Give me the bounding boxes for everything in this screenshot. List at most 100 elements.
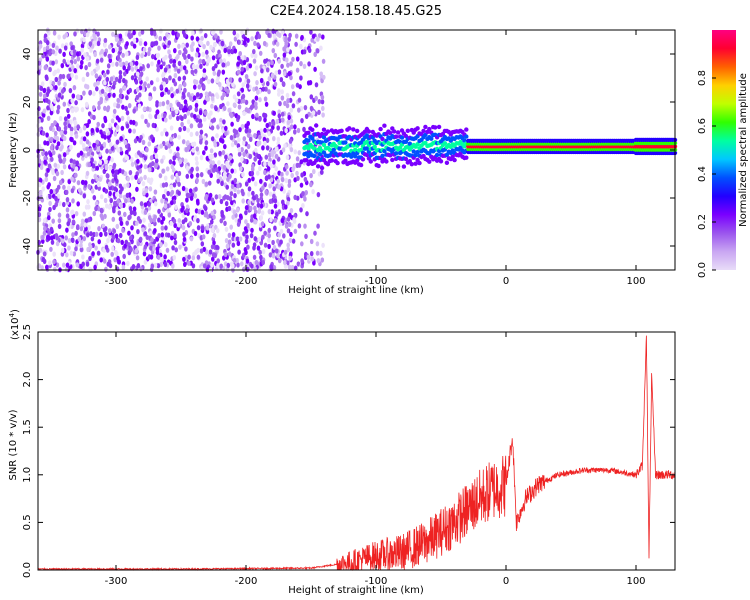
spectrogram-cell <box>252 195 256 201</box>
spectrogram-cell <box>329 158 334 163</box>
spectrogram-cell <box>92 210 97 217</box>
spectrogram-cell <box>43 33 48 39</box>
spectrogram-cell <box>124 105 128 111</box>
spectrogram-cell <box>79 139 83 145</box>
spectrogram-cell <box>175 109 179 115</box>
spectrogram-cell <box>277 58 282 64</box>
spectrogram-cell <box>182 75 187 81</box>
spectrogram-cell <box>160 91 164 98</box>
spectrogram-cell <box>270 163 274 169</box>
spectrogram-cell <box>291 166 295 172</box>
spectrogram-cell <box>212 233 217 239</box>
spectrogram-cell <box>259 77 264 84</box>
spectrogram-cell <box>276 136 281 142</box>
spectrogram-cell <box>138 137 142 143</box>
spectrogram-cell <box>280 217 285 224</box>
spectrogram-cell <box>177 101 181 107</box>
spectrogram-cell <box>433 125 438 130</box>
spectrogram-cell <box>228 41 233 47</box>
spectrogram-cell <box>69 250 74 256</box>
spectrogram-cell <box>48 51 52 57</box>
spectrogram-cell <box>292 217 296 223</box>
spectrogram-cell <box>203 135 207 141</box>
spectrogram-cell <box>189 131 194 137</box>
spectrogram-cell <box>88 41 93 47</box>
spectrogram-cell <box>66 185 71 191</box>
spectrogram-cell <box>220 95 225 101</box>
spectrogram-cell <box>253 71 257 77</box>
spectrogram-cell <box>255 80 259 86</box>
spectrogram-cell <box>49 189 54 195</box>
spectrogram-cell <box>288 255 293 261</box>
spectrogram-cell <box>195 146 200 152</box>
spectrogram-cell <box>199 63 203 69</box>
spectrogram-cell <box>299 43 303 50</box>
spectrogram-cell <box>49 110 54 116</box>
spectrogram-cell <box>60 63 65 69</box>
spectrogram-cell <box>163 44 167 50</box>
spectrogram-cell <box>288 237 293 243</box>
spectrogram-cell <box>65 213 70 219</box>
spectrogram-cell <box>312 168 316 175</box>
spectrogram-cell <box>317 99 322 105</box>
spectrogram-cell <box>289 208 294 214</box>
spectrogram-cell <box>41 112 46 118</box>
spectrogram-cell <box>111 216 116 222</box>
spectrogram-cell <box>464 155 469 160</box>
spectrogram-cell <box>203 110 208 116</box>
spectrogram-cell <box>321 135 327 140</box>
spectrogram-cell <box>307 47 312 54</box>
spectrogram-cell <box>200 241 205 247</box>
spectrogram-cell <box>203 205 207 211</box>
spectrogram-cell <box>118 232 123 239</box>
spectrogram-cell <box>70 176 74 182</box>
spectrogram-cell <box>235 236 240 242</box>
spectrogram-cell <box>139 176 143 182</box>
spectrogram-cell <box>185 165 190 171</box>
spectrogram-cell <box>148 215 152 221</box>
spectrogram-cell <box>47 230 51 236</box>
spectrogram-cell <box>99 145 104 151</box>
spectrogram-cell <box>162 81 166 87</box>
spectrogram-cell <box>176 146 180 152</box>
spectrogram-cell <box>201 234 206 240</box>
spectrogram-cell <box>267 131 271 137</box>
spectrogram-cell <box>289 251 293 257</box>
spectrogram-cell <box>91 251 95 257</box>
spectrogram-cell <box>170 93 174 99</box>
spectrogram-cell <box>114 233 119 239</box>
spectrogram-cell <box>262 112 266 118</box>
spectrogram-cell <box>111 178 115 184</box>
spectrogram-cell <box>163 261 168 268</box>
spectrogram-cell <box>49 136 54 142</box>
spectrogram-cell <box>285 57 289 63</box>
spectrogram-cell <box>167 40 172 46</box>
spectrogram-cell <box>267 243 271 250</box>
spectrogram-cell <box>44 74 49 80</box>
spectrogram-cell <box>325 129 331 134</box>
spectrogram-cell <box>195 47 200 53</box>
spectrogram-cell <box>312 153 317 159</box>
spectrogram-cell <box>250 227 254 233</box>
spectrogram-cell <box>319 250 323 256</box>
spectrogram-cell <box>259 215 264 221</box>
spectrogram-cell <box>66 107 70 114</box>
spectrogram-cell <box>132 206 137 212</box>
spectrogram-cell <box>253 53 258 59</box>
spectrogram-cell <box>128 214 132 220</box>
spectrogram-cell <box>413 161 418 166</box>
spectrogram-cell <box>93 35 97 41</box>
spectrogram-cell <box>41 186 45 192</box>
spectrogram-cell <box>264 154 269 160</box>
spectrogram-cell <box>92 142 96 148</box>
spectrogram-cell <box>299 159 304 165</box>
spectrogram-cell <box>160 225 165 231</box>
spectrogram-cell <box>121 227 125 233</box>
spectrogram-cell <box>105 148 109 154</box>
spectrogram-cell <box>155 246 160 252</box>
spectrogram-ylabel: Frequency (Hz) <box>8 112 19 188</box>
spectrogram-cell <box>321 112 325 118</box>
spectrogram-cell <box>159 28 163 34</box>
spectrogram-cell <box>434 152 440 158</box>
spectrogram-cell <box>299 61 303 67</box>
